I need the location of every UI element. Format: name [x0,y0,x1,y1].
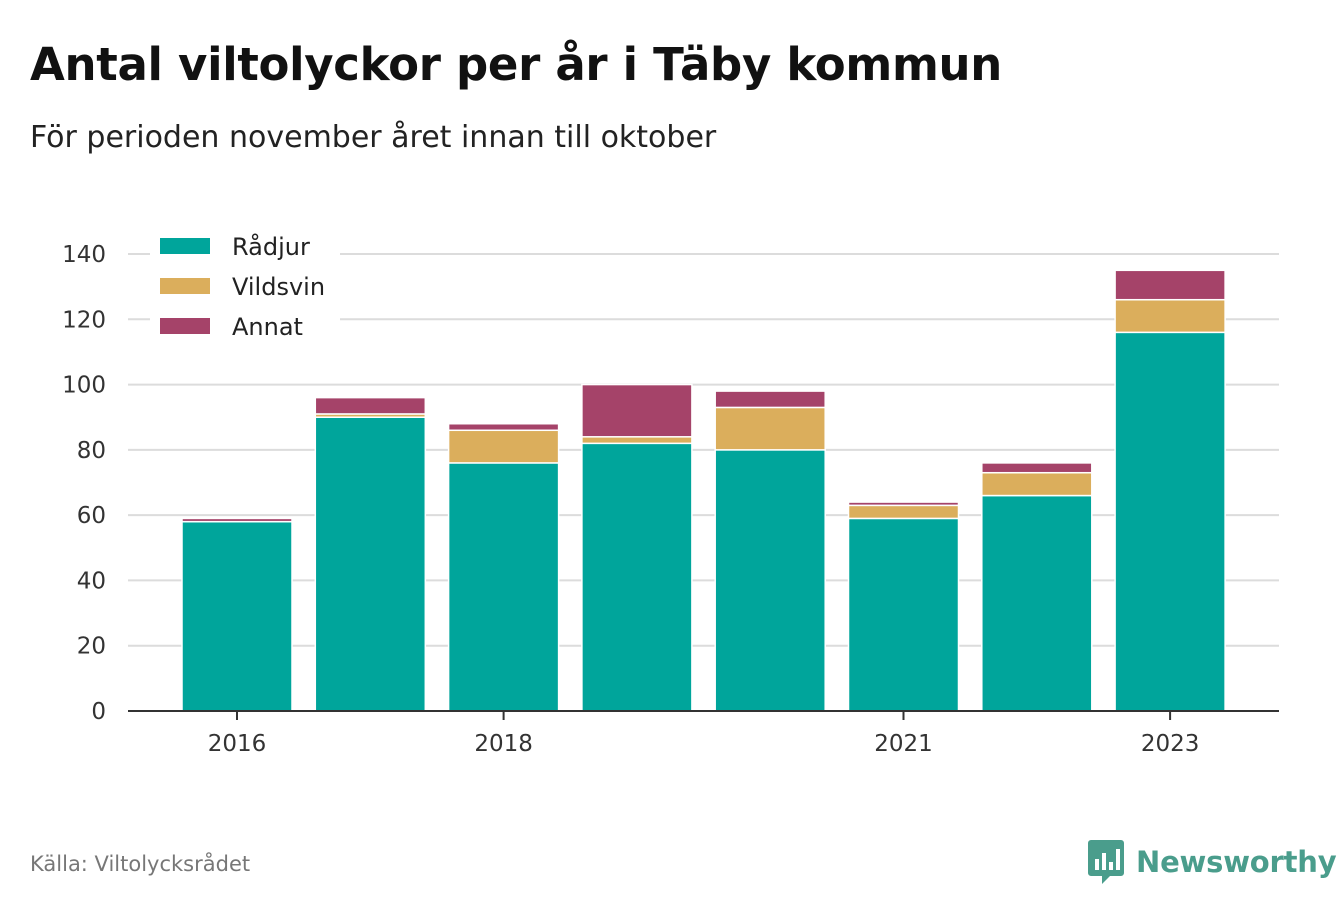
bar-segment-rådjur-2016 [181,520,293,712]
bar-segment-vildsvin-2022 [981,471,1093,497]
bar-segment-rådjur-2018 [447,462,560,712]
bar-segment-vildsvin-2023 [1114,298,1226,334]
y-tick-label: 100 [62,373,106,399]
bar-segment-annat-2016 [181,517,293,523]
legend-label-vildsvin: Vildsvin [232,273,325,301]
chart-subtitle: För perioden november året innan till ok… [30,120,717,155]
bars [181,269,1226,712]
chart-title: Antal viltolyckor per år i Täby kommun [30,38,1003,91]
bar-segment-rådjur-2021 [847,517,960,712]
bar-segment-rådjur-2023 [1114,331,1226,712]
bar-segment-annat-2020 [714,390,826,409]
y-tick-label: 60 [77,503,106,529]
brand: Newsworthy [1088,840,1337,884]
x-tick-label: 2023 [1141,731,1200,757]
legend-swatch-vildsvin [160,278,210,294]
brand-name: Newsworthy [1136,845,1337,879]
bar-segment-annat-2019 [581,383,693,438]
x-tick-label: 2016 [208,731,267,757]
x-tick-label: 2018 [474,731,533,757]
x-tick-label: 2021 [874,731,933,757]
bar-segment-rådjur-2017 [314,416,427,712]
y-tick-label: 40 [77,568,106,594]
bar-segment-annat-2023 [1114,269,1226,301]
bar-segment-annat-2021 [847,501,960,507]
legend-swatch-annat [160,318,210,334]
y-tick-label: 0 [91,699,106,725]
bar-segment-annat-2018 [447,422,560,432]
bar-segment-rådjur-2019 [581,442,693,712]
bar-segment-annat-2017 [314,396,427,415]
bar-segment-vildsvin-2019 [581,436,693,445]
bar-segment-rådjur-2022 [981,494,1093,712]
y-tick-label: 20 [77,634,106,660]
newsworthy-logo-icon [1088,840,1124,884]
legend: Rådjur Vildsvin Annat [150,226,340,350]
y-tick-label: 80 [77,438,106,464]
legend-swatch-rådjur [160,238,210,254]
bar-segment-vildsvin-2021 [847,504,960,520]
bar-segment-vildsvin-2018 [447,429,560,464]
y-tick-label: 120 [62,307,106,333]
source-note: Källa: Viltolycksrådet [30,852,251,876]
bar-segment-rådjur-2020 [714,449,826,712]
axes: 0 20 40 60 80 100 120 140 2016 2018 2021 2023 [62,242,1279,757]
legend-label-rådjur: Rådjur [232,232,310,261]
bar-segment-vildsvin-2020 [714,406,826,451]
legend-label-annat: Annat [232,313,303,341]
bar-segment-annat-2022 [981,462,1093,474]
y-tick-label: 140 [62,242,106,268]
